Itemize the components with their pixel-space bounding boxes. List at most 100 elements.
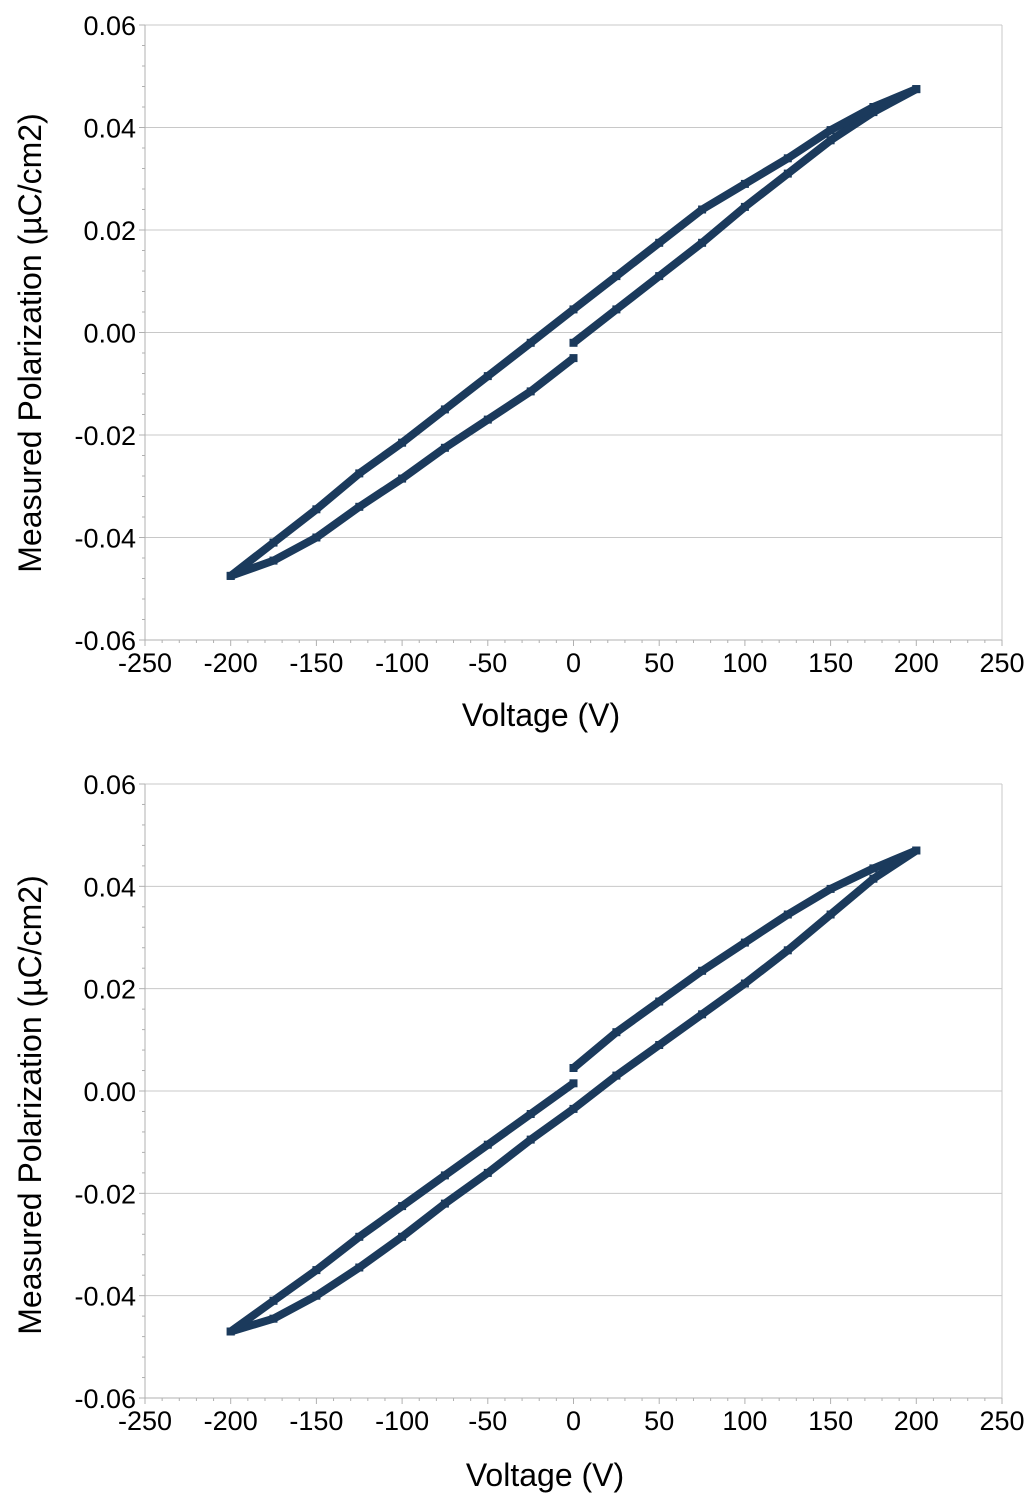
x-tick-label: -150	[289, 648, 343, 678]
y-tick-label: 0.00	[83, 1077, 136, 1107]
data-point	[740, 179, 749, 188]
x-tick-labels: -250 -200 -150 -100 -50 0 50 100 150 200 250	[118, 648, 1025, 678]
x-tick-label: 250	[979, 648, 1024, 678]
data-point	[569, 354, 578, 363]
x-tick-label: 50	[644, 1406, 674, 1436]
data-point	[698, 205, 707, 214]
data-point	[869, 108, 878, 117]
data-point	[740, 938, 749, 947]
data-point	[569, 338, 578, 347]
x-tick-label: -50	[468, 648, 507, 678]
data-point	[655, 1041, 664, 1049]
x-tick-label: -50	[468, 1406, 507, 1436]
x-tick-label: 50	[644, 648, 674, 678]
x-tick-label: -100	[375, 648, 429, 678]
data-point	[226, 571, 235, 580]
x-tick-label: -150	[289, 1406, 343, 1436]
data-point	[355, 502, 364, 511]
data-point	[612, 272, 621, 281]
polarization-chart-top: 0.06 0.04 0.02 0.00 -0.02 -0.04 -0.06 -250 -200…	[12, 11, 1025, 733]
data-point	[783, 910, 792, 919]
x-tick-label: -200	[204, 648, 258, 678]
data-point	[698, 966, 707, 975]
data-point	[269, 556, 278, 565]
data-point	[312, 533, 321, 542]
x-tick-label: 200	[894, 648, 939, 678]
x-tick-labels: -250 -200 -150 -100 -50 0 50 100 150 200 250	[118, 1406, 1025, 1436]
y-tick-label: 0.02	[83, 216, 136, 246]
data-point	[355, 1232, 364, 1241]
x-tick-label: -250	[118, 648, 172, 678]
x-tick-label: 0	[566, 648, 581, 678]
y-tick-label: 0.06	[83, 770, 136, 800]
x-tick-label: 150	[808, 1406, 853, 1436]
tick-marks	[139, 783, 1003, 1404]
data-point	[440, 443, 449, 452]
series-1	[569, 846, 921, 1072]
data-point	[869, 874, 878, 883]
x-tick-label: -250	[118, 1406, 172, 1436]
y-tick-label: -0.02	[74, 421, 136, 451]
data-point	[740, 202, 749, 211]
data-point	[826, 126, 835, 135]
x-tick-label: -200	[204, 1406, 258, 1436]
data-point	[612, 1028, 621, 1037]
data-point	[612, 1071, 621, 1080]
data-point	[483, 415, 492, 424]
data-point	[526, 387, 535, 396]
data-point	[569, 1104, 578, 1113]
y-tick-label: -0.02	[74, 1179, 136, 1209]
data-point	[269, 1296, 278, 1305]
data-point	[398, 1232, 407, 1241]
x-tick-label: 100	[722, 1406, 767, 1436]
data-point	[826, 136, 835, 145]
y-tick-label: 0.00	[83, 319, 136, 349]
y-tick-label: 0.04	[83, 872, 136, 902]
polarization-chart-bottom: 0.06 0.04 0.02 0.00 -0.02 -0.04 -0.06 -250 -200…	[12, 770, 1025, 1493]
data-point	[440, 1171, 449, 1180]
data-point	[655, 238, 664, 247]
data-point	[398, 438, 407, 447]
data-point	[612, 305, 621, 314]
y-tick-label: -0.04	[74, 524, 136, 554]
y-tick-label: 0.06	[83, 11, 136, 41]
y-tick-label: 0.02	[83, 975, 136, 1005]
y-axis-title: Measured Polarization (µC/cm2)	[12, 113, 48, 572]
data-point	[483, 1168, 492, 1177]
x-tick-label: 100	[722, 648, 767, 678]
data-point	[483, 372, 492, 381]
data-point	[269, 1314, 278, 1323]
data-point	[569, 1079, 578, 1088]
data-point	[312, 1291, 321, 1300]
y-tick-label: 0.04	[83, 114, 136, 144]
y-tick-labels: 0.06 0.04 0.02 0.00 -0.02 -0.04 -0.06	[74, 770, 136, 1414]
y-tick-labels: 0.06 0.04 0.02 0.00 -0.02 -0.04 -0.06	[74, 11, 136, 656]
data-point	[869, 103, 878, 111]
gridlines	[145, 24, 1002, 641]
y-tick-label: -0.06	[74, 1384, 136, 1414]
data-point	[440, 405, 449, 414]
data-point	[826, 910, 835, 919]
data-series	[226, 846, 921, 1336]
data-point	[269, 538, 278, 547]
data-point	[783, 154, 792, 163]
data-point	[655, 272, 664, 281]
data-point	[526, 1110, 535, 1118]
data-point	[483, 1140, 492, 1149]
data-point	[569, 305, 578, 314]
data-point	[783, 169, 792, 178]
data-point	[440, 1199, 449, 1208]
data-point	[826, 884, 835, 893]
x-tick-label: 250	[979, 1406, 1024, 1436]
series-1	[569, 85, 921, 347]
data-point	[355, 469, 364, 478]
data-point	[869, 864, 878, 873]
data-point	[355, 1263, 364, 1272]
x-tick-label: 200	[894, 1406, 939, 1436]
y-tick-label: -0.06	[74, 626, 136, 656]
x-tick-label: 150	[808, 648, 853, 678]
series-line	[229, 354, 576, 580]
series-2	[226, 85, 921, 580]
data-point	[312, 1266, 321, 1275]
data-point	[526, 338, 535, 347]
